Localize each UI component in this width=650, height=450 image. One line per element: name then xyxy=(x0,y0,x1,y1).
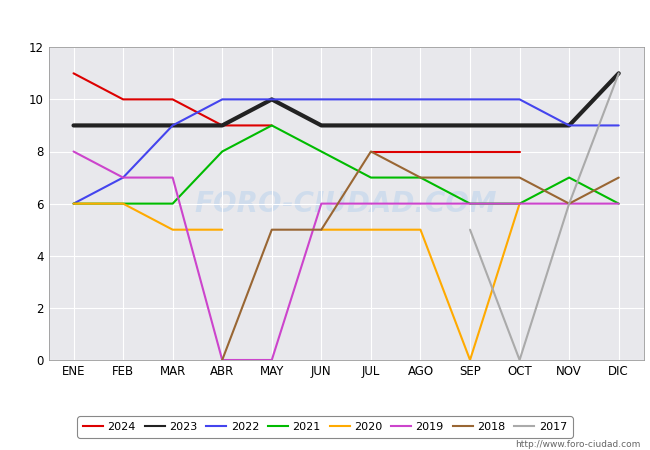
Text: http://www.foro-ciudad.com: http://www.foro-ciudad.com xyxy=(515,440,640,449)
Text: Afiliados en Mironcillo a 30/9/2024: Afiliados en Mironcillo a 30/9/2024 xyxy=(175,11,475,29)
Text: FORO-CIUDAD.COM: FORO-CIUDAD.COM xyxy=(195,189,497,218)
Legend: 2024, 2023, 2022, 2021, 2020, 2019, 2018, 2017: 2024, 2023, 2022, 2021, 2020, 2019, 2018… xyxy=(77,416,573,438)
